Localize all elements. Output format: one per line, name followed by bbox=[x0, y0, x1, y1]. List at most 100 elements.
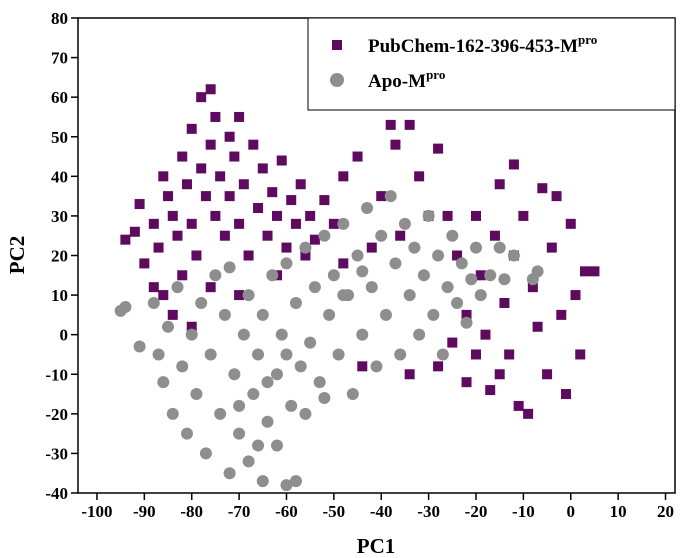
point bbox=[408, 241, 421, 254]
point bbox=[119, 300, 132, 313]
point bbox=[318, 229, 331, 242]
point bbox=[352, 151, 363, 162]
point bbox=[234, 218, 245, 229]
point bbox=[455, 257, 468, 270]
point bbox=[561, 389, 572, 400]
y-tick-label: 10 bbox=[51, 286, 68, 305]
point bbox=[308, 281, 321, 294]
point bbox=[460, 316, 473, 329]
point bbox=[485, 385, 496, 396]
point bbox=[489, 230, 500, 241]
x-tick-label: 20 bbox=[657, 502, 674, 521]
point bbox=[204, 348, 217, 361]
legend-label: PubChem-162-396-453-Mpro bbox=[368, 32, 597, 57]
point bbox=[166, 407, 179, 420]
point bbox=[157, 376, 170, 389]
point bbox=[542, 369, 553, 380]
point bbox=[556, 309, 567, 320]
point bbox=[523, 408, 534, 419]
legend-marker bbox=[332, 40, 342, 50]
y-tick-label: 0 bbox=[60, 326, 69, 345]
point bbox=[471, 349, 481, 360]
point bbox=[233, 399, 246, 412]
y-tick-label: 20 bbox=[51, 247, 68, 266]
point bbox=[551, 191, 562, 202]
point bbox=[210, 111, 221, 122]
point bbox=[248, 139, 259, 150]
point bbox=[304, 336, 317, 349]
point bbox=[452, 250, 463, 261]
point bbox=[385, 119, 396, 130]
point bbox=[379, 308, 392, 321]
point bbox=[219, 230, 230, 241]
point bbox=[417, 269, 430, 282]
point bbox=[133, 340, 146, 353]
point bbox=[280, 479, 293, 492]
point bbox=[507, 249, 520, 262]
point bbox=[532, 321, 543, 332]
point bbox=[167, 309, 178, 320]
point bbox=[252, 348, 265, 361]
y-tick-label: 60 bbox=[51, 88, 68, 107]
point bbox=[234, 111, 245, 122]
point bbox=[504, 349, 515, 360]
point bbox=[461, 377, 472, 388]
point bbox=[218, 308, 231, 321]
point bbox=[171, 281, 184, 294]
point bbox=[229, 151, 240, 162]
point bbox=[337, 289, 350, 302]
point bbox=[289, 297, 302, 309]
x-tick-label: -100 bbox=[81, 502, 112, 521]
point bbox=[153, 242, 164, 253]
point bbox=[129, 226, 140, 237]
point bbox=[461, 309, 472, 320]
point bbox=[152, 348, 165, 361]
x-tick-label: -50 bbox=[323, 502, 346, 521]
point bbox=[299, 241, 312, 254]
point bbox=[256, 475, 269, 488]
point bbox=[300, 250, 311, 261]
point bbox=[177, 151, 188, 162]
point bbox=[147, 297, 160, 309]
legend-superscript: pro bbox=[426, 67, 445, 82]
y-tick-label: 50 bbox=[51, 128, 68, 147]
point bbox=[471, 210, 481, 221]
point bbox=[305, 210, 316, 221]
point bbox=[356, 328, 369, 341]
point bbox=[224, 191, 235, 202]
y-tick-label: 70 bbox=[51, 49, 68, 68]
point bbox=[433, 143, 444, 154]
point bbox=[338, 171, 349, 182]
point bbox=[494, 179, 505, 190]
point bbox=[205, 282, 216, 293]
point bbox=[527, 282, 538, 293]
y-axis-label: PC2 bbox=[5, 236, 29, 275]
point bbox=[196, 92, 207, 103]
point bbox=[370, 360, 383, 373]
point bbox=[167, 210, 178, 221]
point bbox=[261, 415, 274, 428]
point bbox=[441, 281, 454, 294]
point bbox=[280, 257, 293, 270]
point bbox=[266, 269, 279, 282]
point bbox=[163, 191, 174, 202]
point bbox=[285, 399, 298, 412]
point bbox=[446, 229, 459, 242]
point bbox=[361, 202, 374, 214]
point bbox=[215, 171, 226, 182]
point bbox=[433, 361, 444, 372]
point bbox=[209, 269, 222, 282]
point bbox=[451, 297, 464, 309]
point bbox=[177, 270, 188, 281]
point bbox=[475, 270, 486, 281]
point bbox=[436, 348, 449, 361]
point bbox=[394, 348, 407, 361]
point bbox=[376, 191, 387, 202]
point bbox=[575, 349, 586, 360]
point bbox=[290, 218, 301, 229]
point bbox=[186, 321, 197, 332]
point bbox=[224, 131, 235, 142]
point bbox=[351, 249, 364, 262]
